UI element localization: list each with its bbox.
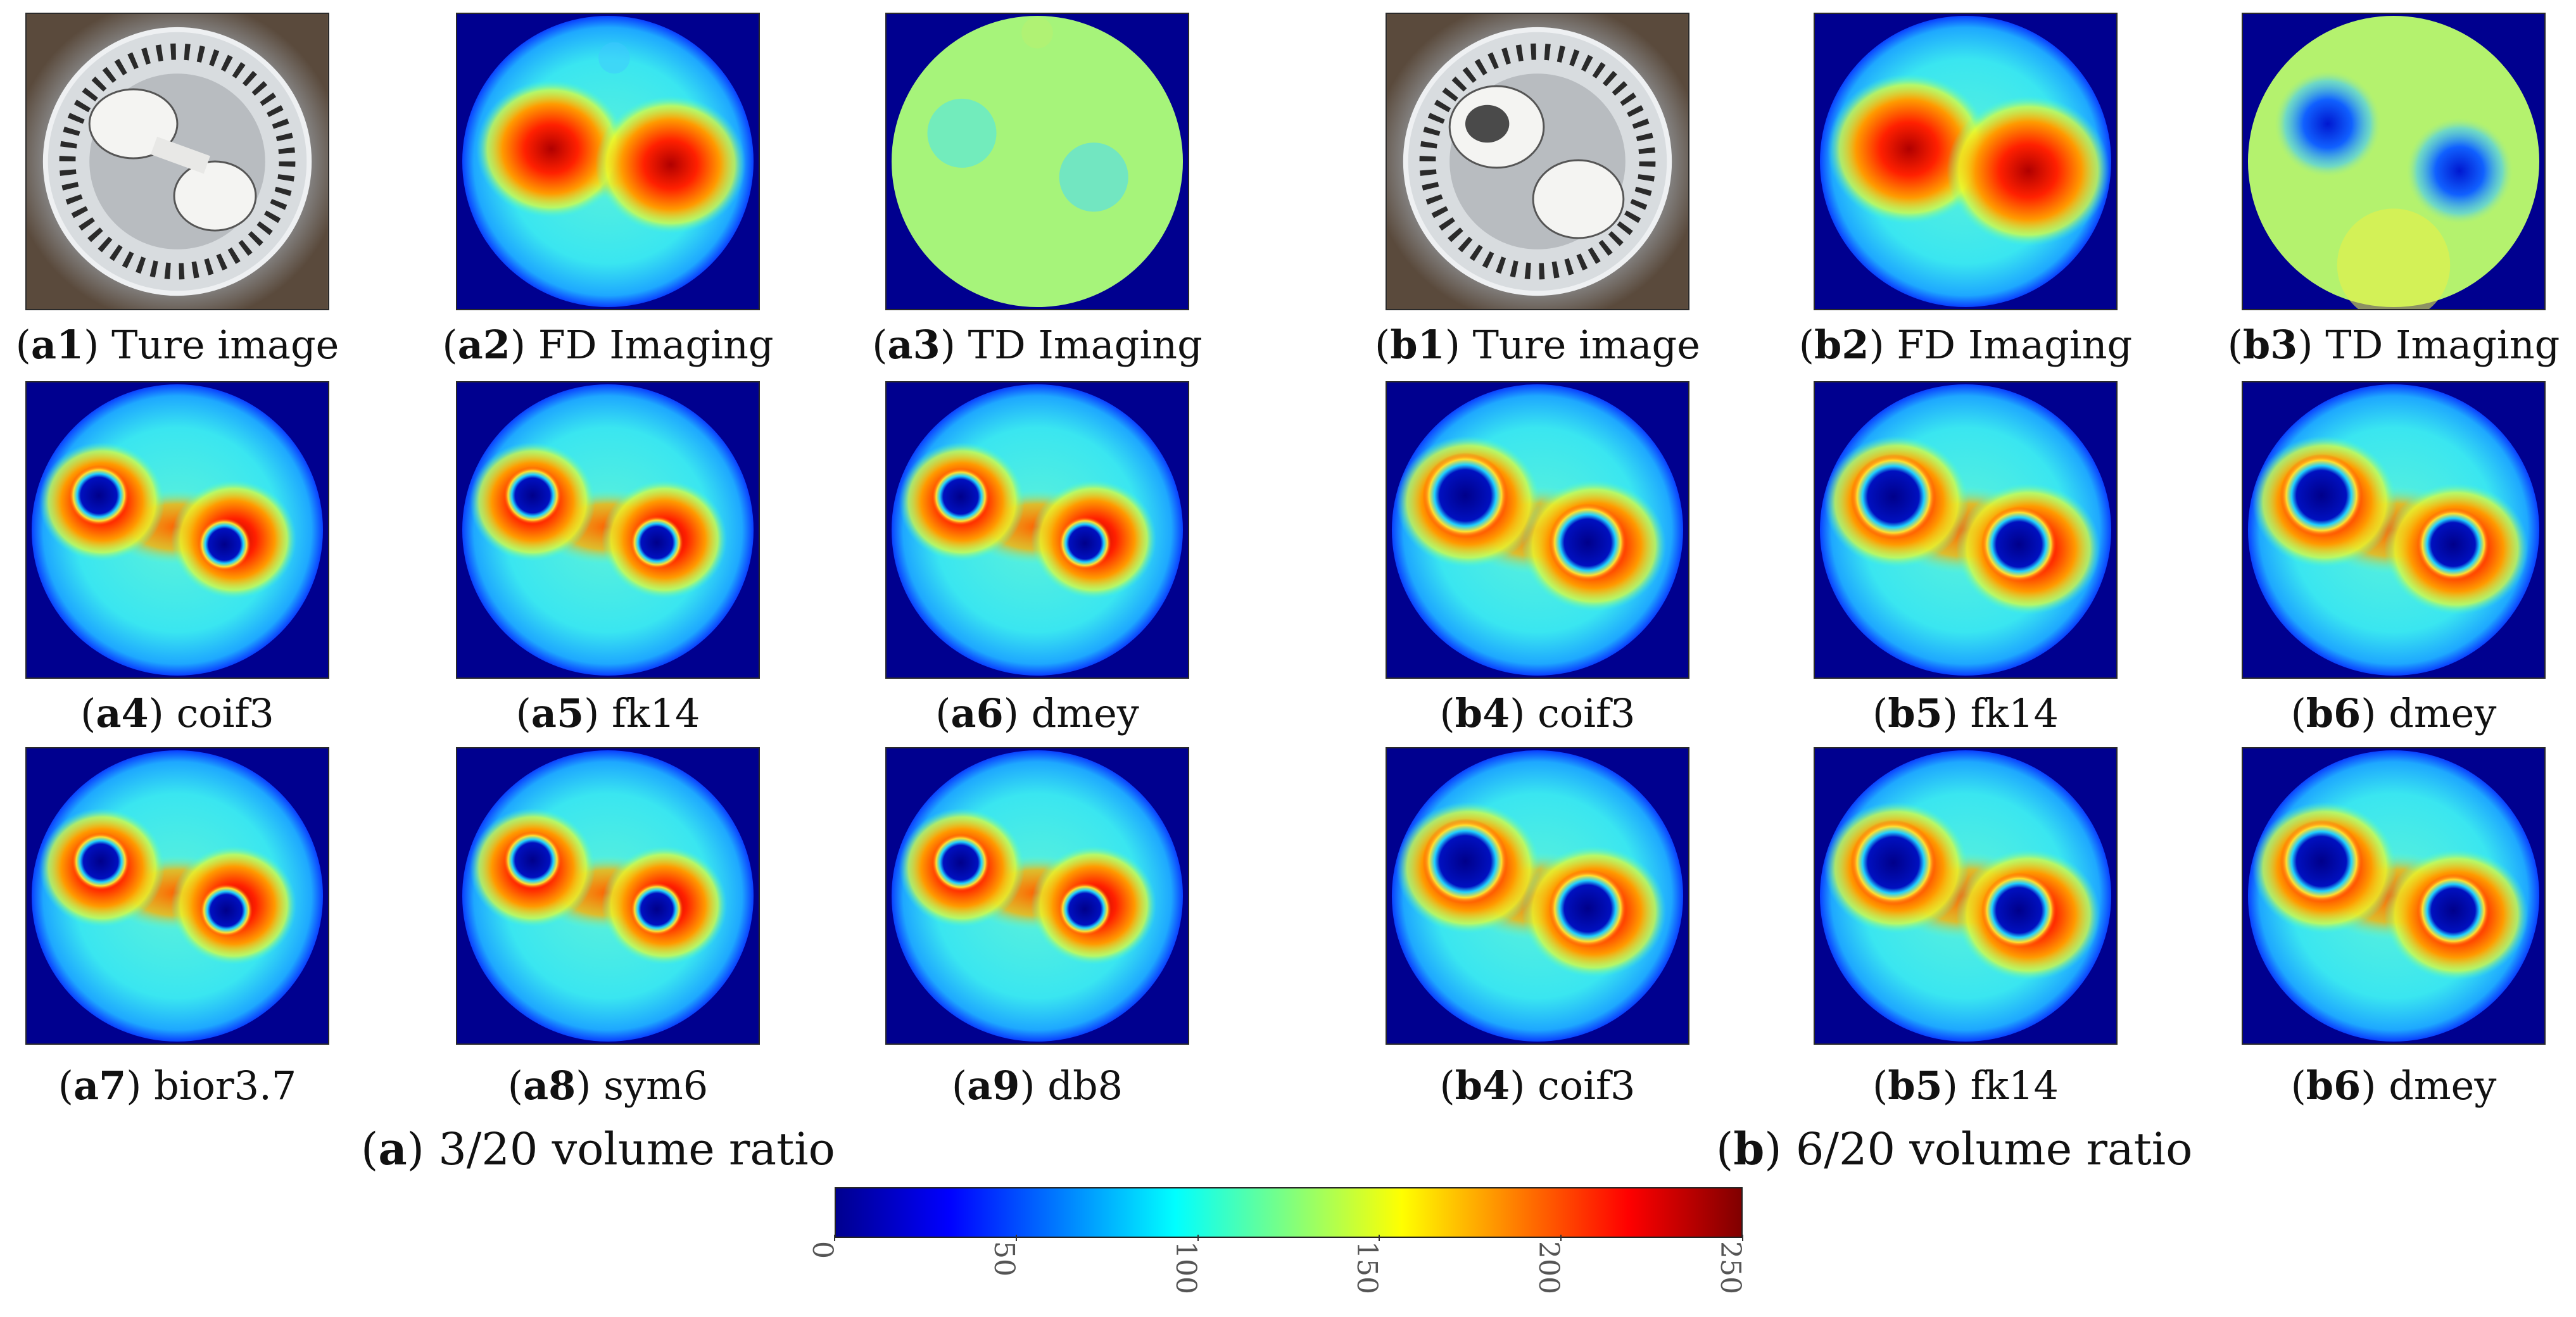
colorbar-tick-label: 250 — [1714, 1241, 1746, 1294]
colorbar-tick-mark — [1015, 1235, 1017, 1241]
colorbar-tick-mark — [834, 1235, 835, 1241]
caption-a3: (a3) TD Imaging — [872, 322, 1203, 368]
group-label-b: (b) 6/20 volume ratio — [1716, 1123, 2193, 1175]
caption-b6-row3: (b6) dmey — [2290, 1062, 2497, 1109]
caption-b6: (b6) dmey — [2290, 690, 2497, 736]
caption-b5-row3: (b5) fk14 — [1872, 1062, 2059, 1109]
wavelet-heatmap-coif3 — [25, 381, 329, 679]
wavelet-heatmap-dmey — [2242, 381, 2546, 679]
group-label-a: (a) 3/20 volume ratio — [361, 1123, 835, 1175]
caption-a5: (a5) fk14 — [515, 690, 700, 736]
caption-a7: (a7) bior3.7 — [58, 1062, 297, 1109]
caption-a1: (a1) Ture image — [15, 322, 339, 368]
colorbar-gradient — [835, 1187, 1743, 1238]
fd-imaging-heatmap — [1814, 13, 2118, 310]
wavelet-heatmap-fk14 — [1814, 747, 2118, 1045]
caption-a4: (a4) coif3 — [80, 690, 274, 736]
colorbar-tick-mark — [1197, 1235, 1199, 1241]
wavelet-heatmap-dmey — [885, 381, 1189, 679]
colorbar-tick-mark — [1742, 1235, 1743, 1241]
colorbar-tick-label: 150 — [1351, 1241, 1384, 1294]
wavelet-heatmap-fk14 — [456, 381, 760, 679]
caption-b3: (b3) TD Imaging — [2227, 322, 2560, 368]
caption-a2: (a2) FD Imaging — [442, 322, 774, 368]
caption-a8: (a8) sym6 — [507, 1062, 709, 1109]
wavelet-heatmap-coif3 — [1386, 747, 1689, 1045]
colorbar-tick-label: 200 — [1532, 1241, 1565, 1294]
caption-b4-row3: (b4) coif3 — [1439, 1062, 1636, 1109]
wavelet-heatmap-bior3.7 — [25, 747, 329, 1045]
wavelet-heatmap-db8 — [885, 747, 1189, 1045]
td-imaging-heatmap — [2242, 13, 2546, 310]
wavelet-heatmap-sym6 — [456, 747, 760, 1045]
colorbar-tick-label: 100 — [1169, 1241, 1202, 1294]
colorbar-tick-label: 0 — [806, 1241, 838, 1259]
wavelet-heatmap-coif3 — [1386, 381, 1689, 679]
td-imaging-heatmap — [885, 13, 1189, 310]
colorbar — [835, 1187, 1743, 1238]
true-image-photo — [25, 13, 329, 310]
wavelet-heatmap-dmey — [2242, 747, 2546, 1045]
caption-b2: (b2) FD Imaging — [1798, 322, 2133, 368]
colorbar-tick-mark — [1379, 1235, 1380, 1241]
caption-b4: (b4) coif3 — [1439, 690, 1636, 736]
fd-imaging-heatmap — [456, 13, 760, 310]
caption-b1: (b1) Ture image — [1375, 322, 1700, 368]
colorbar-tick-label: 50 — [987, 1241, 1020, 1276]
true-image-photo — [1386, 13, 1689, 310]
caption-b5: (b5) fk14 — [1872, 690, 2059, 736]
caption-a9: (a9) db8 — [951, 1062, 1123, 1109]
wavelet-heatmap-fk14 — [1814, 381, 2118, 679]
colorbar-tick-mark — [1560, 1235, 1562, 1241]
caption-a6: (a6) dmey — [935, 690, 1139, 736]
